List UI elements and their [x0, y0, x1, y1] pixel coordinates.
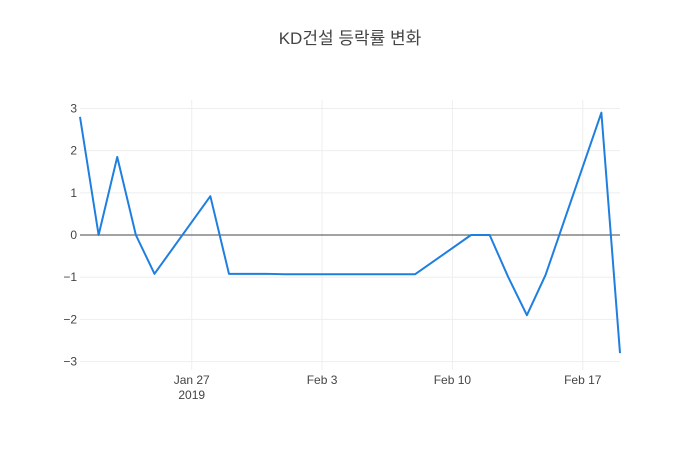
- line-series: [79, 111, 621, 354]
- x-tick-label: Feb 17: [564, 373, 602, 387]
- x-tick-label: Feb 3: [307, 373, 338, 387]
- x-tick-label: Jan 27: [174, 373, 210, 387]
- y-tick-label: −1: [63, 270, 77, 284]
- x-tick-label: Feb 10: [434, 373, 472, 387]
- y-tick-label: 1: [70, 186, 77, 200]
- y-tick-label: 3: [70, 101, 77, 115]
- x-tick-year: 2019: [178, 388, 205, 402]
- y-tick-label: −3: [63, 355, 77, 369]
- y-tick-label: −2: [63, 312, 77, 326]
- y-tick-label: 0: [70, 228, 77, 242]
- y-tick-label: 2: [70, 144, 77, 158]
- chart-title: KD건설 등락률 변화: [279, 29, 422, 48]
